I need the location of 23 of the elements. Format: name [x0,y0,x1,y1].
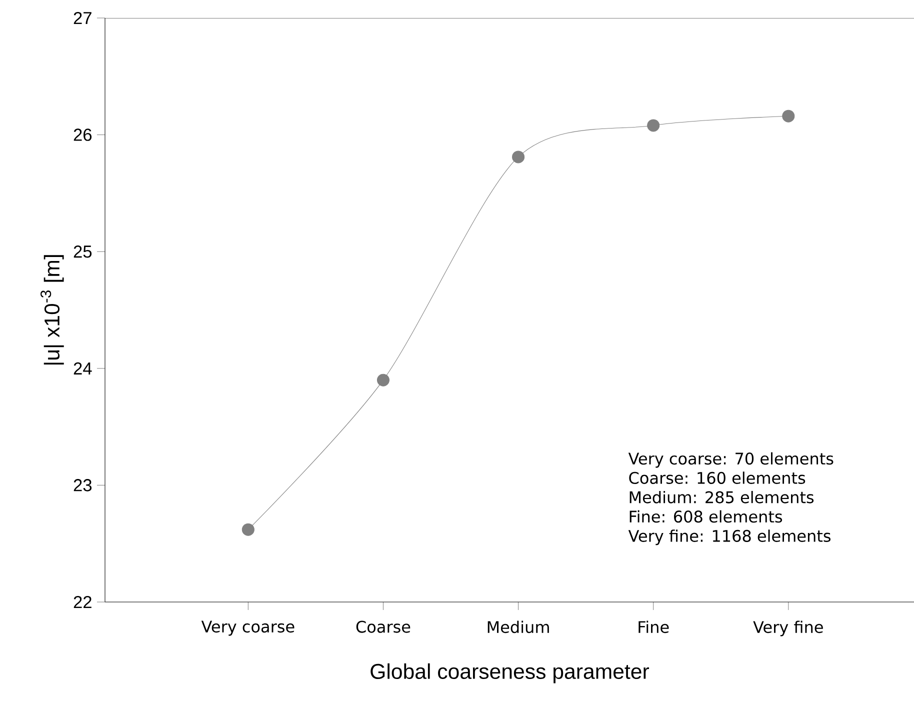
point [376,374,390,386]
annotation: Very fine: 1168 elements [628,530,830,546]
annotation: Very coarse: 70 elements [628,452,834,468]
point [242,523,254,536]
x-axis-title: Global coarseness parameter [370,663,650,684]
y-tick-label: 23 [74,479,92,492]
y-tick-label: 22 [74,596,92,608]
annotation: Coarse: 160 elements [629,472,806,484]
x-tick-label: Very fine [753,620,823,636]
y-tick-label: 27 [74,12,92,24]
x-tick-label: Very coarse [201,620,294,636]
y-axis-title: |u| x10$^{-3}$ [m] [40,255,64,364]
y-tick-label: 25 [74,245,92,258]
y-tick-label: 24 [74,362,92,374]
point [512,150,525,164]
annotation: Medium: 285 elements [630,490,814,504]
point [647,119,660,132]
x-tick-label: Fine [638,620,669,634]
x-tick-label: Coarse [356,620,410,633]
point [782,110,795,122]
annotation: Fine: 608 elements [630,510,782,523]
y-tick-label: 26 [74,128,92,141]
x-tick-label: Medium [488,620,549,634]
